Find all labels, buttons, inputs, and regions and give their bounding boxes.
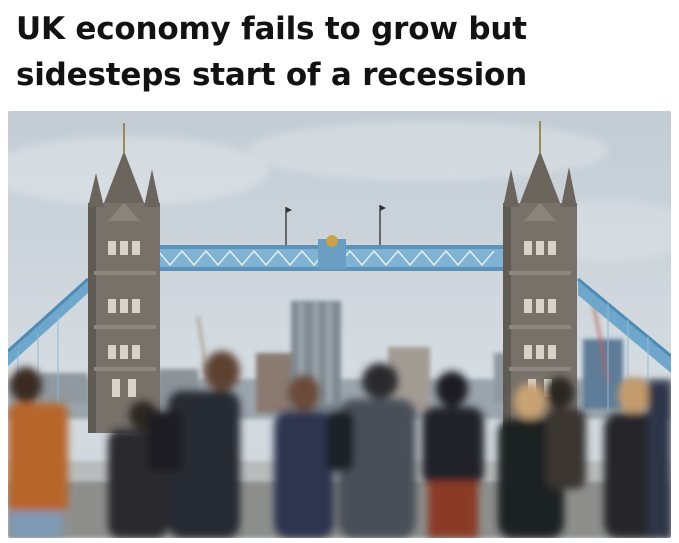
article-headline[interactable]: UK economy fails to grow but sidesteps s… <box>16 11 528 93</box>
article-image[interactable] <box>8 111 671 538</box>
bridge-walkway <box>156 205 509 271</box>
bridge-tower-left <box>88 123 160 433</box>
pedestrians <box>8 351 671 538</box>
